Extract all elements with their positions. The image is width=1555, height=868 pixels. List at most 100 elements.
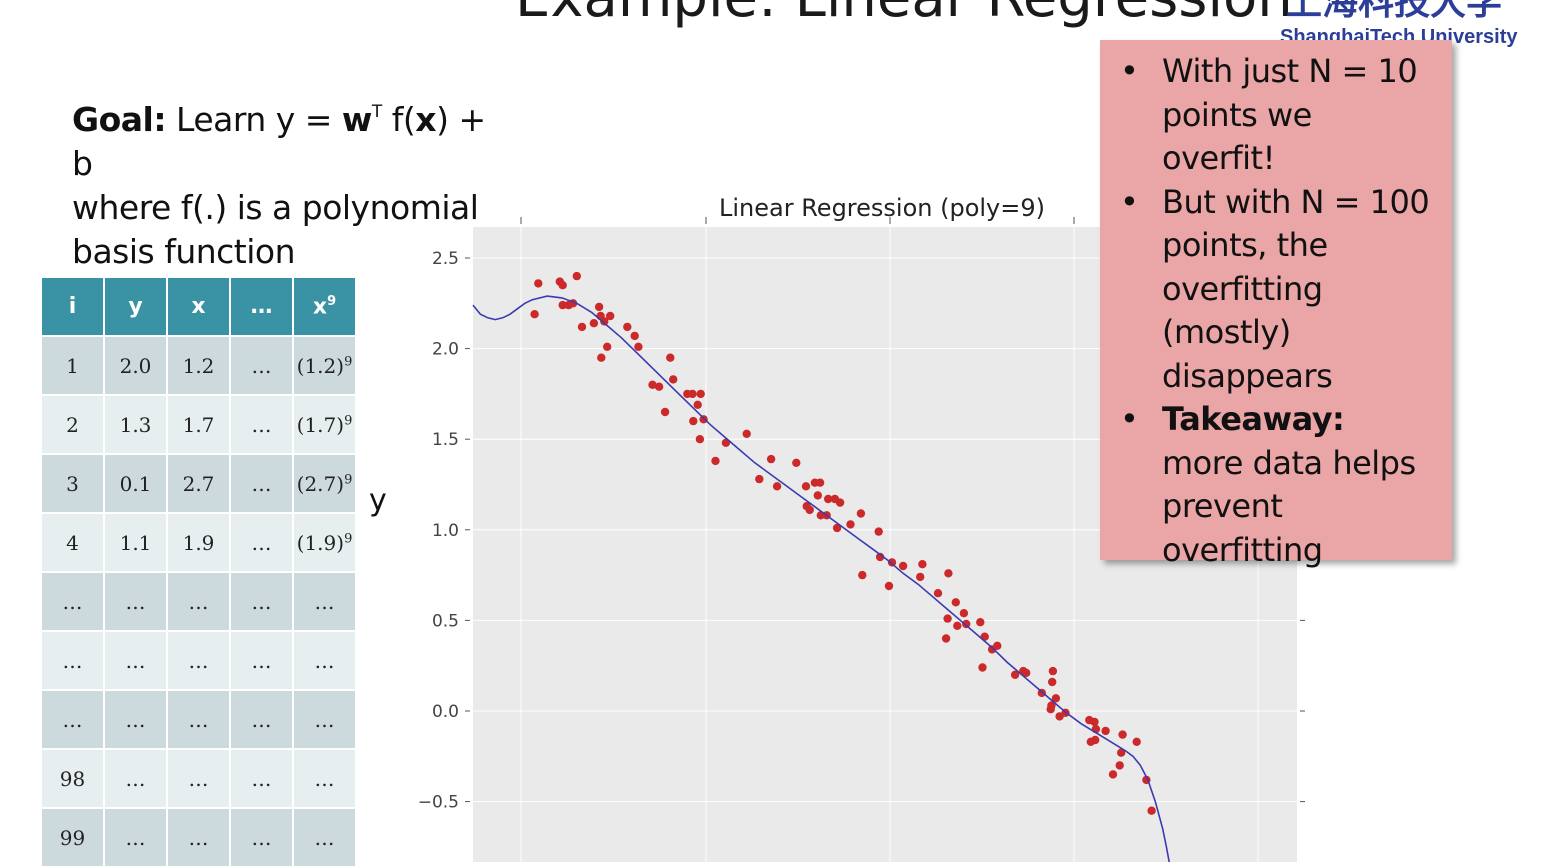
table-row: 98………… — [42, 750, 355, 807]
cell-dots: … — [231, 750, 292, 807]
cell-i: 99 — [42, 809, 103, 866]
data-point — [630, 331, 639, 341]
data-point — [606, 311, 615, 321]
cell-dots: … — [231, 573, 292, 630]
header-y: y — [105, 278, 166, 335]
data-point — [944, 569, 953, 578]
data-point — [918, 560, 927, 569]
data-point — [874, 527, 883, 536]
data-point — [695, 435, 705, 444]
data-point — [978, 663, 987, 672]
data-point — [1118, 730, 1127, 739]
bullet-dot: • — [1120, 182, 1139, 221]
data-point — [742, 429, 751, 438]
cell-pow: … — [294, 573, 355, 630]
data-point — [689, 416, 698, 426]
bullet-text: But with N = 100 points, the overfitting… — [1162, 182, 1430, 395]
data-point — [600, 317, 609, 326]
data-point — [1147, 806, 1156, 815]
cell-pow: … — [294, 632, 355, 689]
data-point — [832, 523, 842, 533]
data-point — [856, 509, 866, 518]
data-point — [660, 407, 670, 417]
cell-i: 4 — [42, 514, 103, 571]
cell-pow-base: … — [314, 766, 335, 791]
cell-pow: (2.7)9 — [294, 455, 355, 512]
table-header-row: i y x … x9 — [42, 278, 355, 335]
cell-x: 2.7 — [168, 455, 229, 512]
data-point — [558, 300, 567, 310]
bullet-dot: • — [1120, 52, 1139, 90]
cell-pow-base: … — [314, 825, 335, 850]
cell-y: 1.1 — [105, 514, 166, 571]
data-point — [959, 609, 969, 618]
goal-w: w — [341, 100, 373, 139]
cell-pow-sup: 9 — [344, 471, 353, 487]
y-tick-label: 1.0 — [432, 521, 459, 541]
y-tick-label: −0.5 — [418, 793, 459, 813]
data-point — [711, 456, 720, 466]
data-point — [1022, 668, 1031, 678]
table-row: …………… — [42, 573, 355, 630]
data-point — [943, 614, 952, 623]
callout-bullet: • But with N = 100 points, the overfittin… — [1116, 181, 1434, 399]
data-point — [933, 589, 943, 598]
data-point — [688, 389, 697, 399]
y-axis-side-label: y — [369, 483, 387, 518]
goal-f-close: ) + b — [72, 100, 486, 183]
goal-x: x — [415, 100, 437, 139]
data-point — [594, 302, 604, 312]
data-table: i y x … x9 1 2.0 1.2… (1.2)9 2 1.3 1.7… (1.7)9 3… — [40, 276, 357, 868]
chart-title: Linear Regression (poly=9) — [719, 194, 1045, 222]
cell-i: … — [42, 632, 103, 689]
data-point — [884, 581, 894, 591]
y-tick-label: 0.0 — [432, 702, 459, 722]
cell-x: 1.9 — [168, 514, 229, 571]
data-point — [597, 353, 606, 362]
data-point — [699, 415, 708, 424]
data-point — [666, 353, 675, 362]
callout-bullet: • Takeaway: more data helps prevent overf… — [1116, 398, 1434, 572]
cell-pow: (1.7)9 — [294, 396, 355, 453]
header-x9-sup: 9 — [327, 293, 337, 309]
data-point — [801, 482, 811, 491]
cell-pow: (1.2)9 — [294, 337, 355, 394]
data-point — [1117, 748, 1126, 757]
data-point — [558, 281, 567, 290]
cell-x: 1.7 — [168, 396, 229, 453]
data-point — [1048, 666, 1058, 676]
cell-y: 0.1 — [105, 455, 166, 512]
y-tick-label: 2.5 — [432, 249, 459, 269]
data-point — [589, 319, 599, 328]
table-row: 1 2.0 1.2… (1.2)9 — [42, 337, 355, 394]
data-point — [898, 561, 908, 571]
data-point — [813, 491, 822, 500]
cell-y: … — [105, 632, 166, 689]
cell-pow-base: (1.7) — [296, 412, 345, 437]
fit-curve — [472, 295, 1171, 862]
cell-y: … — [105, 691, 166, 748]
cell-dots: … — [231, 396, 292, 453]
callout-bullets: • With just N = 10 points we overfit! • But… — [1116, 50, 1434, 572]
data-point — [1048, 677, 1057, 687]
bullet-text: more data helps prevent overfitting — [1162, 443, 1416, 569]
callout-bullet: • With just N = 10 points we overfit! — [1116, 50, 1434, 181]
data-point — [603, 342, 612, 351]
cell-y: 2.0 — [105, 337, 166, 394]
cell-pow-base: … — [314, 589, 335, 614]
header-x9-base: x — [312, 294, 328, 320]
cell-i: 3 — [42, 455, 103, 512]
data-point — [755, 474, 764, 484]
cell-pow: (1.9)9 — [294, 514, 355, 571]
data-point — [530, 310, 539, 319]
bullet-text: With just N = 10 points we overfit! — [1162, 52, 1418, 177]
data-point — [805, 505, 814, 515]
data-point — [696, 389, 705, 399]
data-point — [1047, 701, 1056, 710]
data-point — [623, 322, 632, 332]
bullet-bold: Takeaway: — [1162, 400, 1345, 438]
header-dots: … — [231, 278, 292, 335]
cell-pow-base: … — [314, 648, 335, 673]
data-point — [669, 375, 678, 384]
cell-x: … — [168, 632, 229, 689]
